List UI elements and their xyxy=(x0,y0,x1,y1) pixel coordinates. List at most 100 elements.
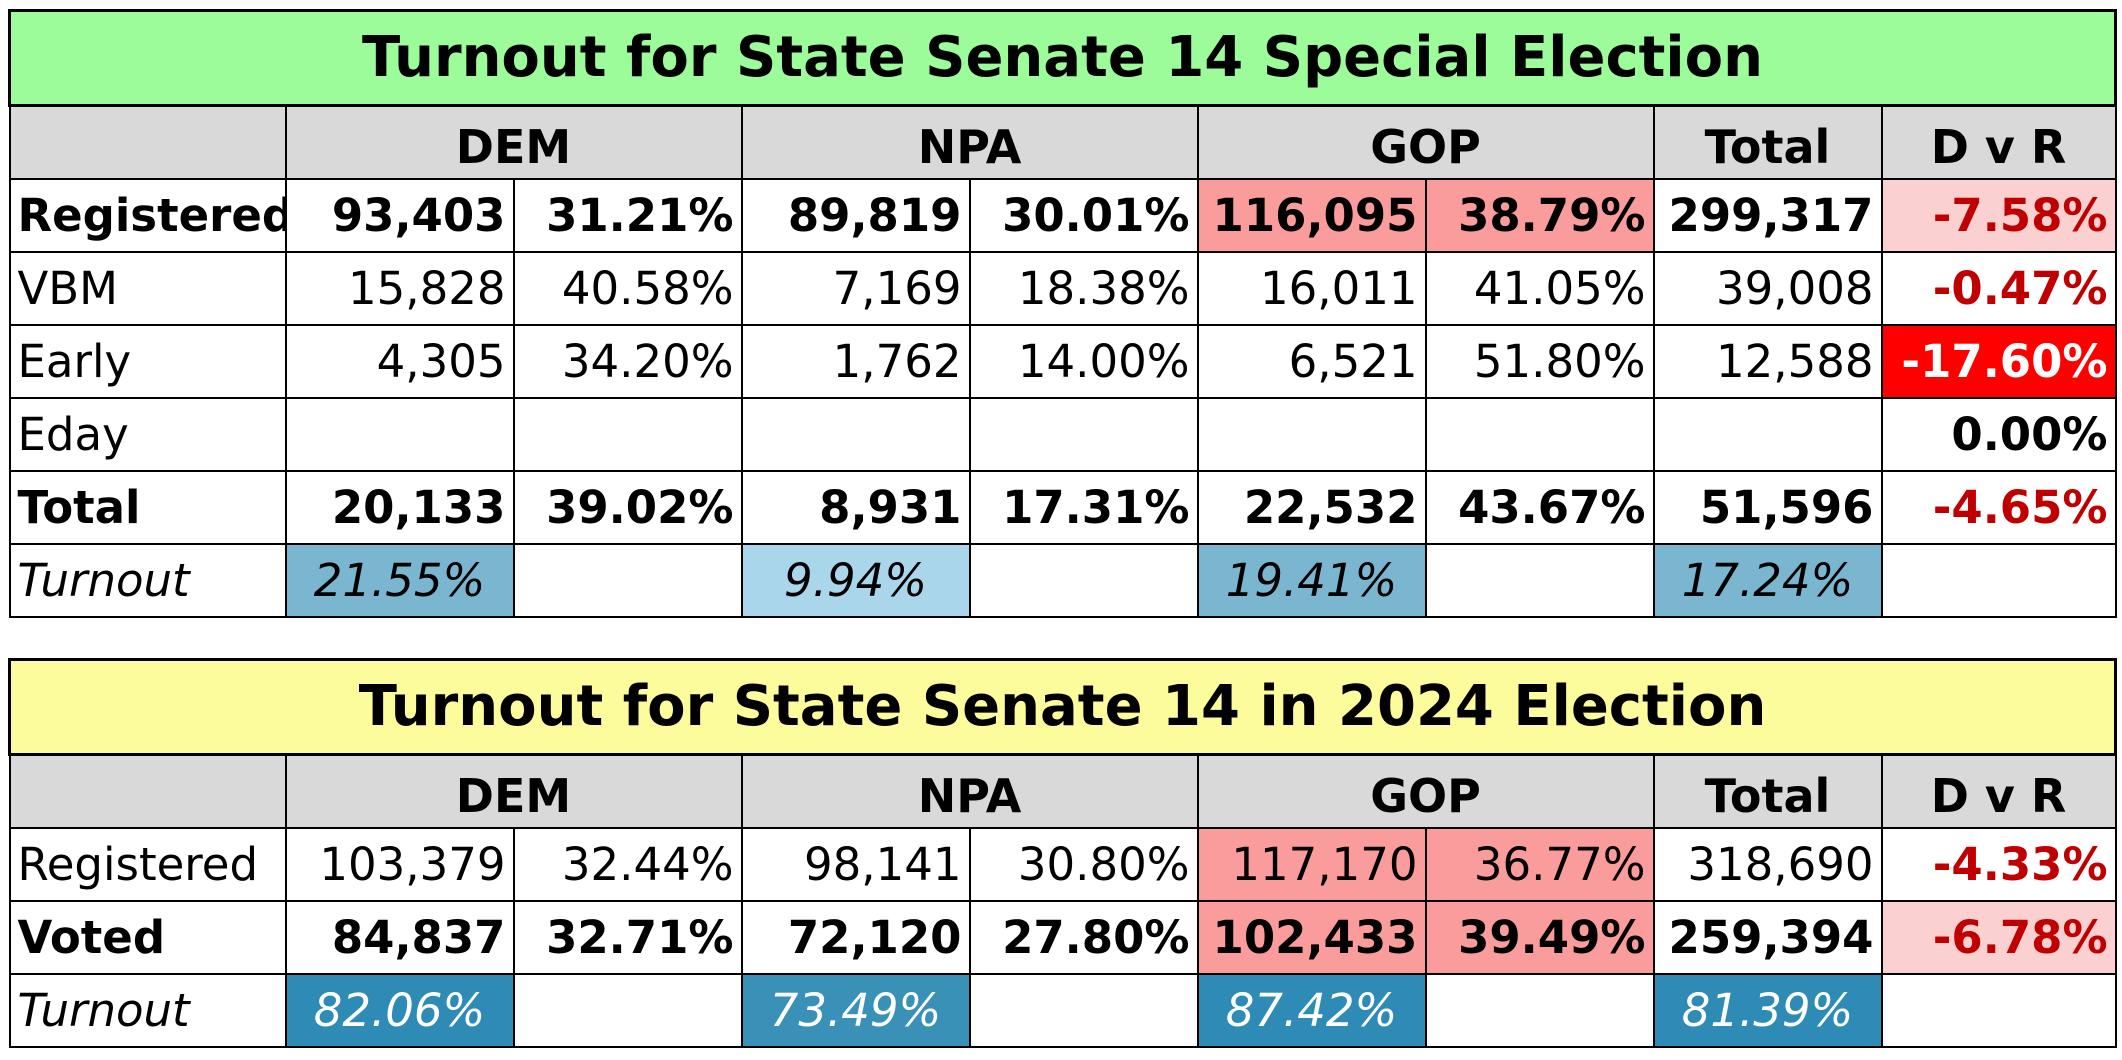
total-count xyxy=(1652,396,1883,472)
row-label: Early xyxy=(8,323,287,399)
header-blank xyxy=(8,753,287,829)
table-row-voted: Voted 84,837 32.71% 72,120 27.80% 102,43… xyxy=(8,899,2117,975)
gop-percent: 36.77% xyxy=(1424,826,1655,902)
dem-percent: 32.71% xyxy=(512,899,743,975)
header-total: Total xyxy=(1652,753,1883,829)
npa-percent: 14.00% xyxy=(968,323,1199,399)
row-label: Eday xyxy=(8,396,287,472)
header-dvr: D v R xyxy=(1880,753,2117,829)
dem-count: 20,133 xyxy=(284,469,515,545)
dem-count: 103,379 xyxy=(284,826,515,902)
npa-count: 7,169 xyxy=(740,250,971,326)
gop-percent xyxy=(1424,396,1655,472)
gop-turnout: 87.42% xyxy=(1196,972,1427,1048)
empty-cell xyxy=(1424,542,1655,618)
header-gop: GOP xyxy=(1196,104,1655,180)
row-label: VBM xyxy=(8,250,287,326)
row-label: Registered xyxy=(8,826,287,902)
empty-cell xyxy=(968,542,1199,618)
gop-percent: 51.80% xyxy=(1424,323,1655,399)
table-title: Turnout for State Senate 14 Special Elec… xyxy=(7,9,2118,107)
total-turnout: 17.24% xyxy=(1652,542,1883,618)
dvr-value: -0.47% xyxy=(1880,250,2117,326)
dem-percent xyxy=(512,396,743,472)
header-total: Total xyxy=(1652,104,1883,180)
gop-percent: 43.67% xyxy=(1424,469,1655,545)
total-count: 259,394 xyxy=(1652,899,1883,975)
gop-count xyxy=(1196,396,1427,472)
npa-percent: 18.38% xyxy=(968,250,1199,326)
row-label: Voted xyxy=(8,899,287,975)
row-label: Total xyxy=(8,469,287,545)
table-row-turnout: Turnout 21.55% 9.94% 19.41% 17.24% xyxy=(8,542,2117,618)
header-npa: NPA xyxy=(740,753,1199,829)
npa-turnout: 73.49% xyxy=(740,972,971,1048)
header-npa: NPA xyxy=(740,104,1199,180)
gop-count: 117,170 xyxy=(1196,826,1427,902)
dem-turnout: 82.06% xyxy=(284,972,515,1048)
table-row-registered: Registered 103,379 32.44% 98,141 30.80% … xyxy=(8,826,2117,902)
table-row-early: Early 4,305 34.20% 1,762 14.00% 6,521 51… xyxy=(8,323,2117,399)
npa-percent: 17.31% xyxy=(968,469,1199,545)
gop-count: 116,095 xyxy=(1196,177,1427,253)
dem-count xyxy=(284,396,515,472)
dem-count: 15,828 xyxy=(284,250,515,326)
election-2024-table: Turnout for State Senate 14 in 2024 Elec… xyxy=(7,658,2118,1048)
dem-percent: 39.02% xyxy=(512,469,743,545)
npa-percent: 30.01% xyxy=(968,177,1199,253)
header-dem: DEM xyxy=(284,753,743,829)
npa-count: 98,141 xyxy=(740,826,971,902)
dem-percent: 34.20% xyxy=(512,323,743,399)
gop-percent: 39.49% xyxy=(1424,899,1655,975)
dem-count: 4,305 xyxy=(284,323,515,399)
dem-percent: 31.21% xyxy=(512,177,743,253)
table-title: Turnout for State Senate 14 in 2024 Elec… xyxy=(7,658,2118,756)
empty-cell xyxy=(1880,972,2117,1048)
gop-percent: 38.79% xyxy=(1424,177,1655,253)
total-count: 12,588 xyxy=(1652,323,1883,399)
total-count: 39,008 xyxy=(1652,250,1883,326)
gop-count: 102,433 xyxy=(1196,899,1427,975)
npa-count: 1,762 xyxy=(740,323,971,399)
header-gop: GOP xyxy=(1196,753,1655,829)
row-label: Turnout xyxy=(8,542,287,618)
gop-percent: 41.05% xyxy=(1424,250,1655,326)
header-blank xyxy=(8,104,287,180)
dvr-value: -6.78% xyxy=(1880,899,2117,975)
npa-turnout: 9.94% xyxy=(740,542,971,618)
dvr-value: -17.60% xyxy=(1880,323,2117,399)
dem-percent: 32.44% xyxy=(512,826,743,902)
npa-percent: 27.80% xyxy=(968,899,1199,975)
title-row: Turnout for State Senate 14 in 2024 Elec… xyxy=(7,658,2118,756)
header-row: DEM NPA GOP Total D v R xyxy=(8,104,2117,180)
gop-count: 6,521 xyxy=(1196,323,1427,399)
gop-turnout: 19.41% xyxy=(1196,542,1427,618)
npa-count: 72,120 xyxy=(740,899,971,975)
row-label: Turnout xyxy=(8,972,287,1048)
dem-turnout: 21.55% xyxy=(284,542,515,618)
table-row-eday: Eday 0.00% xyxy=(8,396,2117,472)
npa-percent xyxy=(968,396,1199,472)
dem-percent: 40.58% xyxy=(512,250,743,326)
total-turnout: 81.39% xyxy=(1652,972,1883,1048)
empty-cell xyxy=(512,542,743,618)
table-row-turnout: Turnout 82.06% 73.49% 87.42% 81.39% xyxy=(8,972,2117,1048)
total-count: 299,317 xyxy=(1652,177,1883,253)
table-row-vbm: VBM 15,828 40.58% 7,169 18.38% 16,011 41… xyxy=(8,250,2117,326)
empty-cell xyxy=(1424,972,1655,1048)
dvr-value: 0.00% xyxy=(1880,396,2117,472)
title-row: Turnout for State Senate 14 Special Elec… xyxy=(7,9,2118,107)
npa-percent: 30.80% xyxy=(968,826,1199,902)
empty-cell xyxy=(968,972,1199,1048)
header-row: DEM NPA GOP Total D v R xyxy=(8,753,2117,829)
npa-count xyxy=(740,396,971,472)
dvr-value: -7.58% xyxy=(1880,177,2117,253)
special-election-table: Turnout for State Senate 14 Special Elec… xyxy=(7,9,2118,618)
dem-count: 93,403 xyxy=(284,177,515,253)
npa-count: 8,931 xyxy=(740,469,971,545)
header-dvr: D v R xyxy=(1880,104,2117,180)
empty-cell xyxy=(1880,542,2117,618)
dem-count: 84,837 xyxy=(284,899,515,975)
npa-count: 89,819 xyxy=(740,177,971,253)
total-count: 318,690 xyxy=(1652,826,1883,902)
